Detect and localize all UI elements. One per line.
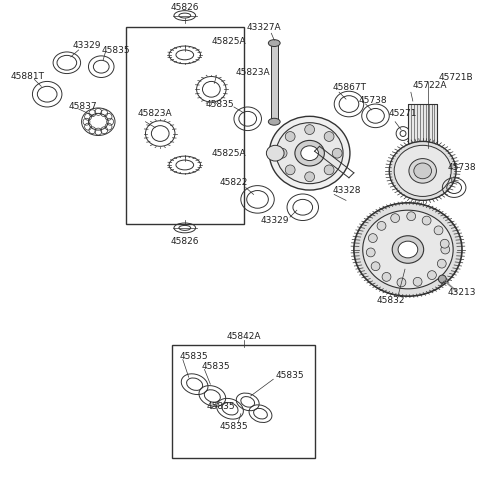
Ellipse shape [269, 116, 350, 190]
Circle shape [428, 270, 436, 280]
Circle shape [413, 278, 422, 286]
Text: 45835: 45835 [205, 100, 234, 108]
Text: 45835: 45835 [102, 46, 130, 56]
Bar [408, 104, 437, 161]
Text: 45835: 45835 [220, 422, 248, 431]
Circle shape [324, 132, 334, 141]
Circle shape [277, 148, 287, 158]
Circle shape [377, 222, 386, 230]
Text: 45835: 45835 [275, 371, 304, 380]
Ellipse shape [394, 146, 451, 196]
Circle shape [382, 272, 391, 281]
Ellipse shape [301, 146, 319, 160]
Text: 45832: 45832 [377, 296, 406, 305]
Circle shape [438, 275, 446, 283]
Ellipse shape [363, 210, 453, 289]
Text: 45822: 45822 [220, 178, 248, 187]
Text: 45825A: 45825A [212, 36, 246, 46]
Text: 45826: 45826 [170, 237, 199, 246]
Text: 45835: 45835 [202, 362, 230, 371]
Text: 45823A: 45823A [138, 110, 172, 118]
Ellipse shape [389, 142, 456, 201]
Text: 45823A: 45823A [236, 68, 271, 77]
Bar [271, 43, 278, 122]
Text: 45835: 45835 [180, 352, 208, 361]
Ellipse shape [268, 40, 280, 46]
Circle shape [391, 214, 399, 222]
Circle shape [437, 259, 446, 268]
Text: 43329: 43329 [72, 40, 101, 50]
Bar [126, 28, 244, 224]
Text: 45835: 45835 [206, 402, 235, 411]
Circle shape [397, 278, 406, 287]
Circle shape [305, 172, 314, 182]
Circle shape [434, 226, 443, 235]
Ellipse shape [268, 118, 280, 125]
Circle shape [366, 248, 375, 257]
Circle shape [369, 234, 377, 242]
Text: 45837: 45837 [69, 102, 97, 110]
Ellipse shape [414, 163, 432, 178]
Circle shape [407, 212, 416, 220]
Ellipse shape [354, 203, 462, 296]
Circle shape [285, 132, 295, 141]
Circle shape [305, 124, 314, 134]
Text: 45721B: 45721B [438, 73, 473, 82]
Text: 45867T: 45867T [332, 83, 366, 92]
Circle shape [324, 165, 334, 175]
Text: 45881T: 45881T [11, 72, 45, 81]
Text: 45825A: 45825A [212, 148, 246, 158]
Text: 43328: 43328 [332, 186, 361, 195]
Circle shape [371, 262, 380, 270]
Ellipse shape [295, 140, 324, 166]
Ellipse shape [398, 241, 418, 258]
Text: 43327A: 43327A [246, 23, 281, 32]
Text: 45738: 45738 [447, 164, 476, 172]
Circle shape [440, 240, 449, 248]
Bar [172, 345, 314, 458]
Circle shape [285, 165, 295, 175]
Text: 45271: 45271 [388, 110, 417, 118]
Ellipse shape [266, 146, 284, 161]
Circle shape [441, 245, 450, 254]
Ellipse shape [392, 236, 424, 264]
Bar [408, 104, 437, 161]
Circle shape [422, 216, 431, 225]
Text: 45738: 45738 [359, 96, 387, 104]
Ellipse shape [409, 158, 436, 183]
Text: 43213: 43213 [447, 288, 476, 298]
Text: 45826: 45826 [170, 3, 199, 12]
Text: 45722A: 45722A [413, 81, 447, 90]
Text: 45842A: 45842A [227, 332, 261, 340]
Text: 43329: 43329 [261, 216, 289, 224]
Circle shape [332, 148, 342, 158]
Ellipse shape [276, 122, 343, 184]
